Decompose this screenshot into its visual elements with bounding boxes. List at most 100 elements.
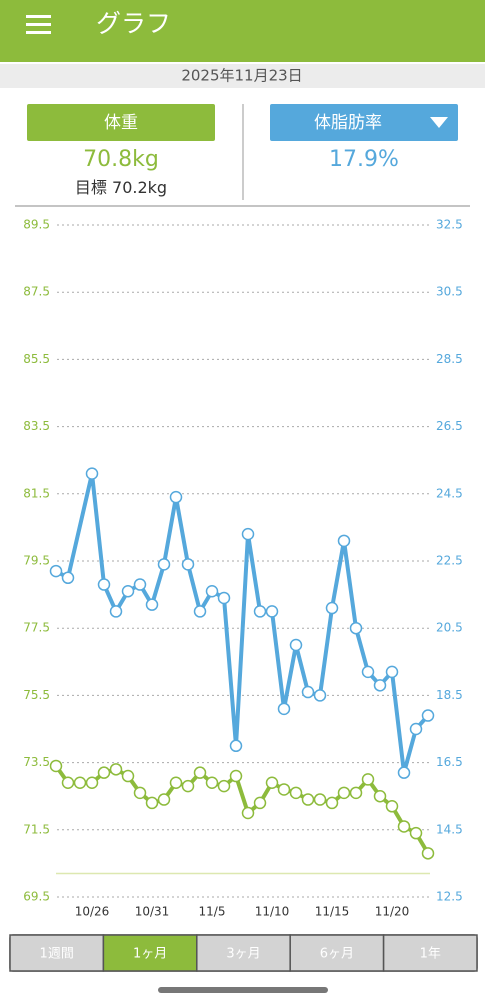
point [301,685,315,699]
point [289,786,303,800]
point [409,826,423,840]
y2-tick-label: 18.5 [436,688,463,702]
point [97,578,111,591]
goal-unit: kg [148,178,167,197]
point [85,776,99,790]
chart: 69.5 71.5 73.5 75.5 77.5 79.5 81.5 83.5 85.5 87.5… [23,218,462,919]
point [157,558,171,571]
point [121,584,135,598]
point [277,702,291,716]
point [109,763,123,776]
point [193,766,207,779]
point [145,796,159,810]
y2-tick-label: 22.5 [436,554,463,568]
y2-tick-label: 24.5 [436,486,463,500]
point [229,769,243,783]
tab-label: 1ヶ月 [133,947,167,962]
y-tick-label: 69.5 [23,890,50,904]
x-tick-label: 11/15 [315,905,350,919]
point [229,739,243,753]
point [133,578,147,591]
app-title: グラフ [96,9,171,38]
weight-value: 70.8kg [83,147,159,172]
goal-number: 70.2 [112,178,148,197]
point [313,689,327,702]
point [373,789,387,803]
point [133,786,147,800]
tab[interactable] [196,934,291,972]
dropdown-arrow[interactable] [430,117,448,128]
point [157,793,171,806]
point [205,584,219,598]
point [277,783,291,796]
tab[interactable] [9,934,105,972]
point [85,467,99,480]
point [337,534,351,548]
y2-tick-label: 26.5 [436,419,463,433]
point [265,605,279,618]
body-fat-unit: % [378,147,399,172]
series-line [55,471,430,775]
y-tick-label: 77.5 [23,621,50,635]
y2-tick-label: 12.5 [436,890,463,904]
weight-button[interactable] [27,104,215,141]
point [337,786,351,800]
tabs: 1週間 1ヶ月 3ヶ月 6ヶ月 1年 [9,934,478,972]
x-tick-label: 10/26 [75,905,110,919]
x-tick-label: 10/31 [135,905,170,919]
point [349,786,363,800]
tab[interactable] [382,934,478,972]
point [373,679,387,692]
y2-tick-label: 28.5 [436,352,463,366]
y-tick-label: 87.5 [23,285,50,299]
y2-tick-label: 32.5 [436,218,463,232]
point [241,527,255,541]
point [61,571,75,585]
y-tick-label: 75.5 [23,688,50,702]
point [385,800,399,813]
point [193,605,207,618]
y2-tick-label: 30.5 [436,285,463,299]
tab[interactable] [102,934,198,972]
body-fat-button[interactable] [270,104,458,141]
point [253,796,267,810]
y-tick-label: 81.5 [23,486,50,500]
point [49,564,63,578]
y-tick-label: 83.5 [23,419,50,433]
body-fat-label: 体脂肪率 [314,113,382,133]
menu-button[interactable] [26,15,51,34]
point [385,665,399,679]
weight-number: 70.8 [83,147,132,172]
y-tick-label: 89.5 [23,218,50,232]
tab-label: 6ヶ月 [320,947,354,962]
point [325,796,339,810]
point [121,769,135,783]
goal-label: 目標 [75,178,107,197]
y2-tick-label: 20.5 [436,621,463,635]
tab[interactable] [289,934,385,972]
point [241,806,255,820]
point [205,776,219,790]
point [217,591,231,605]
app-bar [0,0,485,62]
point [145,598,159,611]
point [361,773,375,786]
point [325,601,339,615]
point [313,793,327,806]
point [97,766,111,779]
date: 2025年11月23日 [181,67,302,85]
y-tick-label: 85.5 [23,352,50,366]
weight-label: 体重 [104,113,138,133]
point [397,820,411,833]
point [181,779,195,793]
point [49,759,63,773]
y2-tick-label: 14.5 [436,822,463,836]
goal: 目標 70.2kg [75,178,167,197]
y-tick-label: 73.5 [23,755,50,769]
weight-unit: kg [132,147,159,172]
body-fat-value: 17.9% [329,147,399,172]
y2-tick-label: 16.5 [436,755,463,769]
x-tick-label: 11/10 [255,905,290,919]
date-bar [0,64,485,88]
